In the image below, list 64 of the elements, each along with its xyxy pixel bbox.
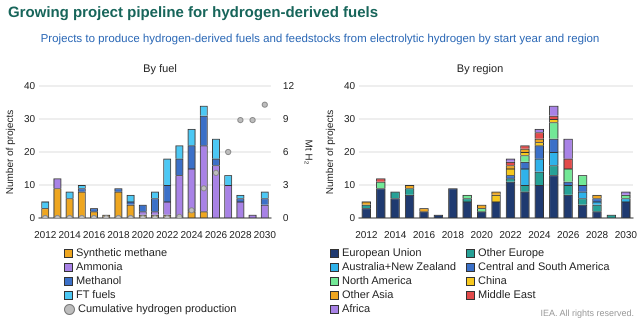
y2-tick-label: 0 bbox=[282, 212, 289, 224]
y-axis-title: Number of projects bbox=[4, 110, 16, 194]
point bbox=[262, 102, 268, 108]
legend-label: Synthetic methane bbox=[76, 246, 168, 260]
y2-tick-label: 12 bbox=[282, 80, 294, 92]
x-tick-label: 2030 bbox=[254, 230, 276, 241]
chart-title: By region bbox=[456, 62, 504, 76]
legend-label: FT fuels bbox=[76, 288, 116, 302]
legend-label: Other Europe bbox=[478, 246, 544, 260]
point bbox=[249, 117, 256, 124]
text: Projects to produce hydrogen-derived fuels and feedstocks from electrolytic hydrogen by start year and region bbox=[40, 32, 600, 45]
point bbox=[200, 185, 207, 192]
text: IEA. All rights reserved. bbox=[540, 308, 634, 318]
y-tick-label: 40 bbox=[344, 80, 356, 92]
y-tick-label: 0 bbox=[30, 212, 36, 224]
legend-label: Cumulative hydrogen production bbox=[78, 302, 236, 316]
point bbox=[237, 117, 244, 124]
x-tick-label: 2014 bbox=[384, 230, 407, 241]
legend-label: European Union bbox=[342, 246, 422, 260]
text: By fuel bbox=[142, 62, 178, 76]
legend-label: Methanol bbox=[76, 274, 122, 288]
y2-tick-label: 9 bbox=[282, 114, 289, 125]
x-tick-label: 2018 bbox=[107, 230, 130, 241]
x-tick-label: 2028 bbox=[229, 230, 252, 241]
x-tick-label: 2020 bbox=[470, 230, 494, 241]
y-tick-label: 0 bbox=[350, 212, 356, 224]
y-tick-label: 40 bbox=[24, 80, 36, 92]
y2-axis-title: Mt H₂ bbox=[302, 140, 314, 165]
legend-label: North America bbox=[342, 274, 412, 288]
y-tick-label: 30 bbox=[24, 114, 36, 125]
legend-label: Africa bbox=[342, 302, 370, 316]
x-tick-label: 2022 bbox=[499, 230, 522, 241]
legend-label: Ammonia bbox=[76, 260, 122, 274]
point bbox=[188, 207, 195, 214]
x-tick-label: 2024 bbox=[180, 230, 204, 241]
x-tick-label: 2026 bbox=[557, 230, 580, 241]
x-tick-label: 2030 bbox=[614, 230, 638, 241]
legend-label: Australia+New Zealand bbox=[342, 260, 456, 274]
x-tick-label: 2016 bbox=[82, 230, 106, 241]
chart-title: Growing project pipeline for hydrogen-derived fuels bbox=[7, 3, 380, 21]
legend-label: Central and South America bbox=[478, 260, 610, 274]
x-tick-label: 2014 bbox=[58, 230, 82, 241]
legend-label: Other Asia bbox=[342, 288, 394, 302]
y-axis-title: Number of projects bbox=[324, 110, 336, 194]
y-tick-label: 20 bbox=[24, 146, 36, 158]
y2-tick-label: 6 bbox=[282, 146, 289, 158]
y-tick-label: 30 bbox=[344, 114, 356, 125]
x-tick-label: 2022 bbox=[156, 230, 179, 241]
y2-tick-label: 3 bbox=[282, 180, 289, 191]
x-tick-label: 2028 bbox=[586, 230, 609, 241]
point bbox=[225, 148, 232, 156]
legend-label: Middle East bbox=[478, 288, 536, 302]
x-tick-label: 2020 bbox=[132, 230, 154, 241]
y-tick-label: 10 bbox=[24, 180, 36, 191]
x-tick-label: 2024 bbox=[528, 230, 551, 241]
x-tick-label: 2026 bbox=[204, 230, 228, 241]
legend-label: China bbox=[478, 274, 507, 288]
x-tick-label: 2018 bbox=[442, 230, 464, 241]
point bbox=[212, 170, 220, 176]
y-tick-label: 20 bbox=[344, 146, 356, 158]
x-tick-label: 2016 bbox=[412, 230, 436, 241]
x-tick-label: 2012 bbox=[34, 230, 57, 241]
x-tick-label: 2012 bbox=[355, 230, 378, 241]
y-tick-label: 10 bbox=[344, 180, 356, 191]
